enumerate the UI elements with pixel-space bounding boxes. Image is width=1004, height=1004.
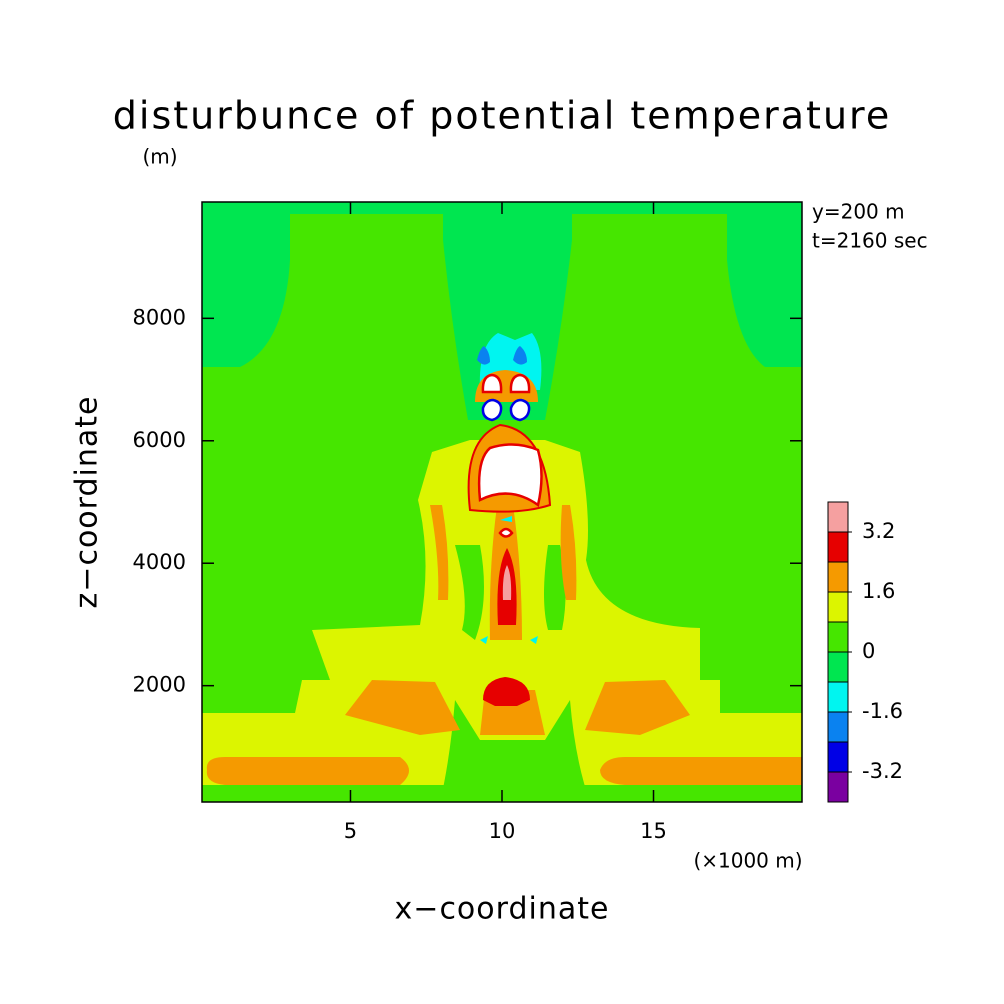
y-tick-label: 4000 [133, 550, 186, 574]
colorbar-swatch [827, 591, 849, 623]
colorbar-swatch [827, 621, 849, 653]
contour-region [455, 545, 484, 640]
contour-region [440, 700, 590, 802]
colorbar-swatch [827, 711, 849, 743]
chart-title: disturbunce of potential temperature [113, 94, 891, 138]
contour-region-out-of-range [477, 443, 543, 508]
colorbar-swatch [827, 681, 849, 713]
contour-region [477, 346, 490, 365]
colorbar-tick-label: 1.6 [862, 579, 895, 603]
contour-region [502, 565, 512, 600]
annotation: y=200 m [812, 200, 905, 224]
contour-region [430, 505, 449, 600]
x-unit: (×1000 m) [693, 849, 802, 873]
y-tick-label: 2000 [133, 673, 186, 697]
contour-region-out-of-range [509, 398, 531, 422]
contour-region [600, 757, 802, 785]
contour-region [585, 680, 690, 735]
contour-region-out-of-range [498, 527, 514, 538]
colorbar-swatch [827, 531, 849, 563]
contour-region [530, 636, 538, 644]
contour-region-out-of-range [509, 373, 531, 394]
colorbar-tick-label: -3.2 [862, 759, 903, 783]
contour-region [483, 677, 530, 706]
colorbar-tick-label: 0 [862, 639, 875, 663]
contour-region [480, 636, 488, 644]
y-axis-label: z−coordinate [70, 396, 105, 609]
contour-region-out-of-range [481, 398, 503, 422]
colorbar-swatch [827, 771, 849, 803]
y-unit: (m) [142, 145, 177, 169]
colorbar-tick-label: -1.6 [862, 699, 903, 723]
contour-region [345, 680, 460, 735]
contour-regions [202, 202, 802, 802]
contour-region [727, 202, 802, 367]
contour-region [513, 346, 527, 365]
contour-region [202, 202, 290, 367]
contour-region [206, 757, 409, 785]
contour-region [544, 545, 566, 630]
annotation: t=2160 sec [812, 229, 928, 253]
contour-region-out-of-range [481, 373, 503, 394]
contour-region [500, 516, 512, 522]
colorbar-swatch [827, 501, 849, 533]
colorbar-tick-label: 3.2 [862, 519, 895, 543]
y-tick-label: 8000 [133, 305, 186, 329]
x-tick-label: 10 [489, 819, 516, 843]
y-tick-label: 6000 [133, 428, 186, 452]
contour-region [560, 505, 577, 600]
colorbar-swatch [827, 561, 849, 593]
plot-area [201, 201, 803, 803]
x-tick-label: 15 [640, 819, 667, 843]
colorbar-swatch [827, 651, 849, 683]
x-axis-label: x−coordinate [395, 892, 610, 927]
x-tick-label: 5 [344, 819, 357, 843]
colorbar-swatch [827, 741, 849, 773]
